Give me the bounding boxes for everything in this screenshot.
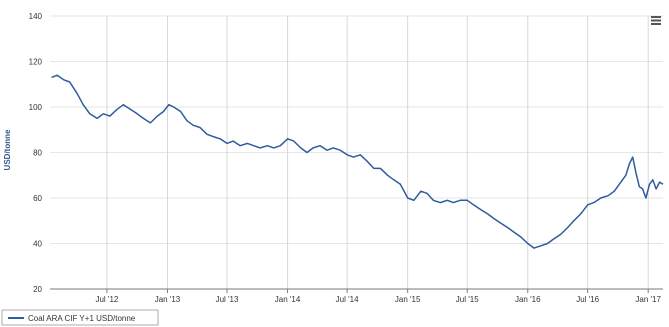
y-tick-label: 80 <box>33 149 42 158</box>
series-line <box>51 74 664 249</box>
y-tick-label: 120 <box>29 58 43 67</box>
hamburger-menu-icon <box>651 16 661 18</box>
y-tick-label: 40 <box>33 240 42 249</box>
y-tick-label: 20 <box>33 285 42 294</box>
x-tick-label: Jan '14 <box>275 295 301 304</box>
x-tick-label: Jan '17 <box>635 295 661 304</box>
x-tick-label: Jul '12 <box>95 295 118 304</box>
x-tick-label: Jul '13 <box>216 295 239 304</box>
chart-menu-button[interactable]: hamburger-menu-icon <box>648 13 664 27</box>
horizontal-gridlines <box>50 15 663 290</box>
y-axis-label: USD/tonne <box>3 129 12 170</box>
y-axis-tick-labels: 20 40 60 80 100 120 140 <box>29 12 43 294</box>
x-axis-tick-labels: Jul '12 Jan '13 Jul '13 Jan '14 Jul '14 Jan '… <box>95 295 661 304</box>
x-tick-label: Jan '13 <box>155 295 181 304</box>
y-tick-label: 100 <box>29 103 43 112</box>
vertical-gridlines <box>106 16 649 293</box>
legend-item-label: Coal ARA CIF Y+1 USD/tonne <box>28 314 136 323</box>
legend[interactable]: Coal ARA CIF Y+1 USD/tonne <box>1 309 159 326</box>
x-tick-label: Jul '16 <box>576 295 599 304</box>
y-tick-label: 60 <box>33 194 42 203</box>
x-tick-label: Jan '16 <box>515 295 541 304</box>
y-tick-label: 140 <box>29 12 43 21</box>
x-tick-label: Jul '14 <box>336 295 359 304</box>
x-tick-label: Jan '15 <box>395 295 421 304</box>
x-tick-label: Jul '15 <box>456 295 479 304</box>
